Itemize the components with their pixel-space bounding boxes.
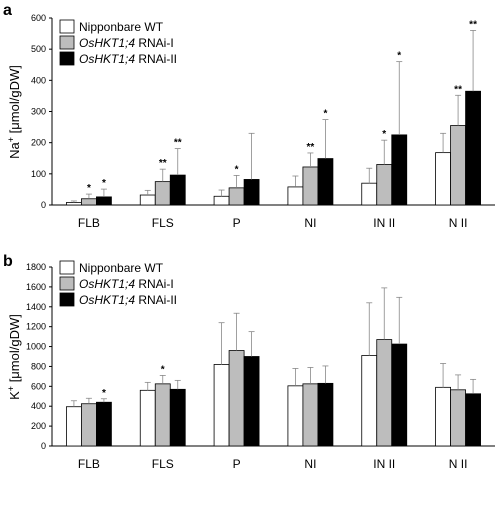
bar — [81, 198, 97, 206]
significance-marker: * — [87, 183, 91, 194]
bar — [391, 134, 408, 206]
significance-marker: ** — [454, 84, 462, 95]
legend-swatch — [59, 260, 75, 275]
bar — [66, 202, 82, 206]
y-tick-label: 600 — [31, 13, 46, 23]
bar — [435, 386, 451, 447]
y-tick-label: 300 — [31, 107, 46, 117]
y-tick-label: 1600 — [26, 282, 46, 292]
y-tick-label: 800 — [31, 361, 46, 371]
bar — [139, 194, 156, 206]
y-tick-label: 1200 — [26, 322, 46, 332]
y-tick-label: 400 — [31, 75, 46, 85]
bar — [450, 389, 466, 447]
legend-label: Nipponbare WT — [79, 20, 164, 34]
x-tick-label: IN II — [373, 457, 395, 471]
significance-marker: * — [102, 388, 106, 399]
legend-label: OsHKT1;4 RNAi-I — [79, 36, 174, 50]
bar — [213, 195, 230, 206]
legend-label: OsHKT1;4 RNAi-II — [79, 52, 177, 66]
bar — [317, 158, 334, 206]
significance-marker: ** — [174, 138, 182, 149]
chart-panel-b: b 0 200 400 600 800 1000 1200 1400 1600 1800 K+ [μm… — [3, 253, 495, 471]
bar — [391, 343, 408, 447]
bar — [465, 393, 481, 447]
significance-marker: * — [397, 51, 401, 62]
y-tick-label: 1800 — [26, 262, 46, 272]
significance-marker: * — [235, 164, 239, 175]
y-tick-label: 100 — [31, 169, 46, 179]
legend-swatch — [59, 19, 75, 34]
legend-swatch — [59, 292, 75, 307]
x-tick-label: N II — [449, 216, 468, 230]
significance-marker: * — [102, 178, 106, 189]
bar — [465, 90, 481, 206]
bar — [287, 186, 304, 206]
legend-label: OsHKT1;4 RNAi-I — [79, 277, 174, 291]
x-tick-label: IN II — [373, 216, 395, 230]
y-tick-label: 1000 — [26, 342, 46, 352]
bar — [228, 187, 245, 206]
y-tick-label: 200 — [31, 138, 46, 148]
bar — [376, 164, 393, 206]
bar — [66, 406, 82, 447]
x-tick-label: P — [233, 457, 241, 471]
bar — [302, 383, 319, 447]
bar — [302, 166, 319, 206]
y-tick-label: 1400 — [26, 302, 46, 312]
significance-marker: ** — [307, 142, 315, 153]
panel-label: a — [3, 2, 12, 19]
significance-marker: * — [161, 364, 165, 375]
significance-marker: ** — [469, 19, 477, 30]
x-tick-label: FLB — [78, 216, 100, 230]
bar — [154, 383, 171, 447]
y-tick-label: 400 — [31, 401, 46, 411]
significance-marker: * — [323, 109, 327, 120]
legend-swatch — [59, 51, 75, 66]
x-tick-label: P — [233, 216, 241, 230]
legend-label: OsHKT1;4 RNAi-II — [79, 293, 177, 307]
significance-marker: * — [382, 129, 386, 140]
bar — [139, 389, 156, 447]
y-tick-label: 0 — [41, 200, 46, 210]
bar — [81, 403, 97, 447]
panel-label: b — [3, 253, 13, 270]
y-tick-label: 200 — [31, 421, 46, 431]
bar — [361, 182, 378, 206]
bar — [376, 339, 393, 447]
bar — [228, 350, 245, 447]
bar — [169, 174, 186, 206]
bar — [243, 356, 260, 447]
y-axis-label: K+ [μmol/gDW] — [6, 314, 22, 400]
x-tick-label: FLB — [78, 457, 100, 471]
bar — [169, 388, 186, 447]
bar — [96, 196, 112, 206]
legend-label: Nipponbare WT — [79, 261, 164, 275]
y-axis-label: Na+ [μmol/gDW] — [6, 65, 22, 159]
y-tick-label: 0 — [41, 441, 46, 451]
legend-swatch — [59, 276, 75, 291]
bar — [96, 401, 112, 447]
x-tick-label: N II — [449, 457, 468, 471]
legend: Nipponbare WT OsHKT1;4 RNAi-I OsHKT1;4 RNA… — [59, 19, 177, 66]
legend: Nipponbare WT OsHKT1;4 RNAi-I OsHKT1;4 RNA… — [59, 260, 177, 307]
bar — [213, 364, 230, 447]
bar — [243, 179, 260, 206]
x-tick-label: NI — [304, 457, 316, 471]
significance-marker: ** — [159, 158, 167, 169]
x-tick-label: FLS — [152, 457, 174, 471]
x-tick-label: FLS — [152, 216, 174, 230]
bar — [450, 125, 466, 206]
y-tick-label: 500 — [31, 44, 46, 54]
x-tick-label: NI — [304, 216, 316, 230]
y-tick-label: 600 — [31, 381, 46, 391]
bar — [317, 382, 334, 447]
bar — [361, 355, 378, 447]
bar — [154, 181, 171, 206]
bar — [435, 152, 451, 206]
legend-swatch — [59, 35, 75, 50]
bar — [287, 385, 304, 447]
